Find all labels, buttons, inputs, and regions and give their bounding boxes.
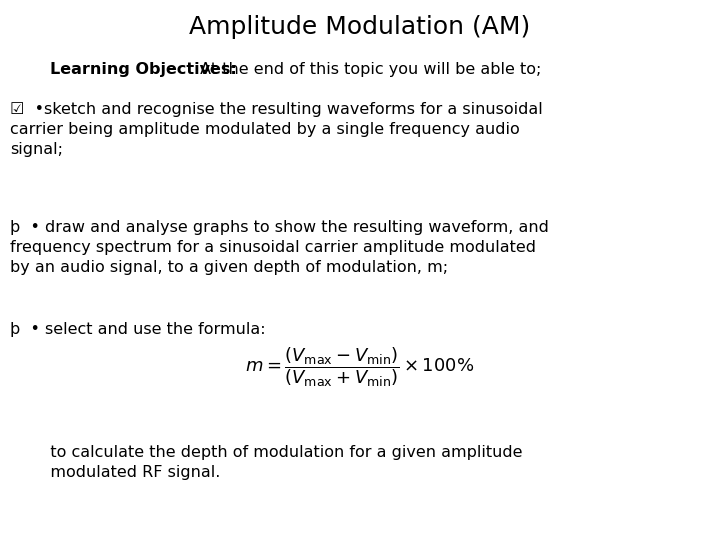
Text: ☑  •sketch and recognise the resulting waveforms for a sinusoidal
carrier being : ☑ •sketch and recognise the resulting wa… <box>10 102 543 157</box>
Text: Learning Objectives:: Learning Objectives: <box>50 62 237 77</box>
Text: At the end of this topic you will be able to;: At the end of this topic you will be abl… <box>195 62 541 77</box>
Text: þ  • select and use the formula:: þ • select and use the formula: <box>10 322 266 337</box>
Text: to calculate the depth of modulation for a given amplitude
   modulated RF signa: to calculate the depth of modulation for… <box>35 445 523 480</box>
Text: þ  • draw and analyse graphs to show the resulting waveform, and
frequency spect: þ • draw and analyse graphs to show the … <box>10 220 549 275</box>
Text: Amplitude Modulation (AM): Amplitude Modulation (AM) <box>189 15 531 39</box>
Text: $m = \dfrac{(V_{\rm max} - V_{\rm min})}{(V_{\rm max} + V_{\rm min})} \times 100: $m = \dfrac{(V_{\rm max} - V_{\rm min})}… <box>246 345 474 389</box>
